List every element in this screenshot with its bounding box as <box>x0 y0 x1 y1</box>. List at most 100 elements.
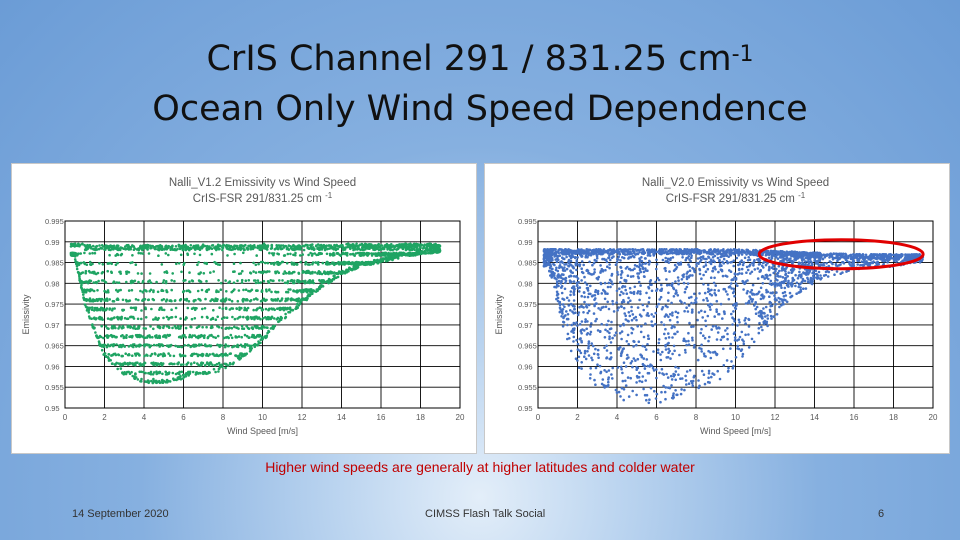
data-point <box>88 252 92 255</box>
data-point <box>240 306 243 310</box>
data-point <box>673 263 677 267</box>
data-point <box>572 335 576 339</box>
data-point <box>368 244 371 247</box>
data-point <box>289 288 292 291</box>
data-point <box>149 354 152 358</box>
data-point <box>237 247 241 250</box>
data-point <box>213 354 216 357</box>
data-point <box>774 269 777 273</box>
data-point <box>621 284 625 288</box>
data-point <box>142 336 145 339</box>
data-point <box>633 285 637 289</box>
data-point <box>99 306 103 310</box>
data-point <box>151 335 154 339</box>
data-point <box>704 319 707 323</box>
data-point <box>768 273 772 277</box>
data-point <box>674 370 678 373</box>
data-point <box>104 281 108 284</box>
data-point <box>603 346 606 350</box>
data-point <box>587 342 590 345</box>
data-point <box>325 252 329 256</box>
data-point <box>240 324 244 328</box>
data-point <box>681 377 684 380</box>
data-point <box>856 263 859 266</box>
data-point <box>217 370 220 373</box>
data-point <box>172 377 175 380</box>
data-point <box>297 246 301 249</box>
data-point <box>101 318 104 321</box>
data-point <box>702 373 706 376</box>
data-point <box>596 363 599 366</box>
data-point <box>150 379 153 383</box>
data-point <box>576 342 580 346</box>
data-point <box>308 279 312 282</box>
data-point <box>406 245 410 249</box>
data-point <box>278 299 282 303</box>
data-point <box>111 353 114 357</box>
data-point <box>188 290 192 294</box>
data-point <box>188 333 192 337</box>
data-point <box>311 252 314 256</box>
data-point <box>577 311 581 314</box>
data-point <box>575 259 579 262</box>
data-point <box>825 262 828 265</box>
data-point <box>747 346 751 349</box>
data-point <box>198 253 202 257</box>
data-point <box>412 244 415 248</box>
data-point <box>102 353 105 356</box>
y-tick-label: 0.985 <box>45 259 64 268</box>
data-point <box>206 336 210 340</box>
data-point <box>561 297 564 301</box>
data-point <box>117 362 120 365</box>
data-point <box>217 244 220 248</box>
data-point <box>140 246 144 250</box>
data-point <box>576 277 580 280</box>
data-point <box>255 308 258 312</box>
data-point <box>640 256 643 259</box>
data-point <box>127 271 131 274</box>
data-point <box>577 355 581 359</box>
data-point <box>709 308 712 311</box>
data-point <box>99 344 102 347</box>
data-point <box>690 325 693 329</box>
data-point <box>695 264 698 268</box>
data-point <box>170 308 173 311</box>
data-point <box>817 270 821 274</box>
data-point <box>611 366 614 370</box>
data-point <box>784 272 788 276</box>
data-point <box>698 268 702 272</box>
data-point <box>592 352 596 356</box>
data-point <box>686 310 690 313</box>
data-point <box>253 315 256 319</box>
data-point <box>343 246 346 250</box>
data-point <box>589 292 592 296</box>
data-point <box>562 273 565 276</box>
data-point <box>184 336 187 339</box>
data-point <box>193 352 196 356</box>
data-point <box>176 377 180 381</box>
data-point <box>296 280 299 283</box>
data-point <box>90 308 94 312</box>
data-point <box>605 370 608 374</box>
data-point <box>240 335 243 339</box>
data-point <box>707 372 711 375</box>
data-point <box>331 278 335 281</box>
data-point <box>286 290 290 294</box>
data-point <box>252 279 256 282</box>
data-point <box>622 398 625 402</box>
data-point <box>769 291 772 295</box>
data-point <box>76 244 80 248</box>
data-point <box>90 288 94 292</box>
data-point <box>273 261 276 265</box>
data-point <box>248 336 251 339</box>
data-point <box>209 271 212 274</box>
data-point <box>249 316 252 319</box>
data-point <box>751 293 754 296</box>
data-point <box>234 335 237 338</box>
data-point <box>188 248 191 252</box>
data-point <box>224 279 227 282</box>
data-point <box>655 368 658 371</box>
data-point <box>112 280 116 283</box>
data-point <box>609 351 613 355</box>
data-point <box>566 323 569 327</box>
